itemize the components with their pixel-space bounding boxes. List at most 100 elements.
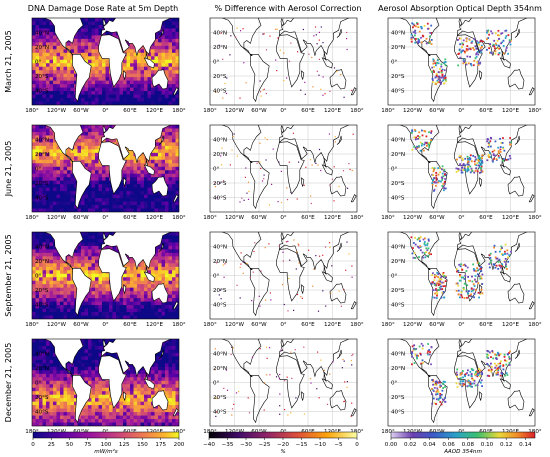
map-panel-r2-c1: 40°N 20°N 0° 20°S 40°S 180° 120°W 60°W 0° 60°E 120… — [25, 124, 186, 221]
colorbar-tick-label: 0.14 — [519, 442, 532, 448]
continent-3 — [72, 268, 92, 317]
continent-6 — [507, 283, 525, 304]
continent-10 — [123, 284, 127, 294]
continent-4 — [98, 248, 127, 302]
y-tick-label: 40°N — [213, 31, 227, 37]
continent-4 — [276, 34, 305, 88]
continent-4 — [276, 141, 305, 195]
y-tick-label: 40°N — [213, 245, 227, 251]
x-tick-label: 60°W — [251, 108, 267, 114]
x-tick-label: 120°E — [324, 108, 341, 114]
colorbar-2: −40 −35 −30 −25 −20 −15 −10 −5 0% — [203, 431, 359, 455]
map-panel-r4-c2: 40°N20°N0°20°S40°S180°120°W60°W0°60°E120… — [203, 338, 364, 435]
x-tick-label: 180° — [381, 215, 395, 221]
colorbar-tick-label: 150 — [137, 442, 148, 448]
continent-10 — [479, 70, 483, 80]
continent-10 — [123, 391, 127, 401]
colorbar-tick-label: −10 — [314, 442, 326, 448]
x-tick-label: 120°W — [403, 215, 422, 221]
x-tick-label: 180° — [350, 322, 364, 328]
continent-8 — [158, 242, 164, 252]
x-tick-label: 180° — [528, 322, 542, 328]
x-tick-label: 180° — [381, 429, 395, 435]
row-label-2: June 21, 2005 — [4, 141, 13, 198]
colorbar-tick-label: 0 — [31, 442, 35, 448]
x-tick-label: 180° — [172, 322, 186, 328]
x-tick-label: 120°E — [502, 108, 519, 114]
continent-6 — [151, 69, 169, 90]
row-label-4: December 21, 2005 — [4, 343, 13, 423]
continent-1 — [398, 339, 440, 377]
x-tick-label: 180° — [528, 215, 542, 221]
x-tick-label: 0° — [102, 215, 109, 221]
y-tick-label: 40°S — [213, 303, 227, 309]
panel-frame — [387, 338, 536, 427]
colorbar-tick-label: 50 — [66, 442, 74, 448]
colorbar-1: 0 25 50 75 100 125 150 175 200 mW/m²s — [31, 431, 185, 455]
continent-8 — [158, 135, 164, 145]
x-tick-label: 120°E — [502, 322, 519, 328]
continent-11 — [350, 408, 357, 417]
continent-7 — [143, 57, 155, 69]
y-tick-label: 0° — [213, 274, 220, 280]
x-tick-label: 120°W — [47, 215, 66, 221]
colorbar-tick-label: 0.04 — [423, 442, 436, 448]
continent-9 — [102, 125, 107, 133]
colorbar-tick-label: −15 — [296, 442, 308, 448]
continent-10 — [123, 70, 127, 80]
colorbar-tick-label: 0.06 — [442, 442, 455, 448]
continent-9 — [458, 232, 463, 240]
continent-1 — [42, 339, 84, 377]
x-tick-label: 0° — [458, 215, 465, 221]
x-tick-label: 60°W — [73, 215, 89, 221]
colorbar-tick-label: 0 — [355, 442, 359, 448]
x-tick-label: 120°W — [47, 108, 66, 114]
x-tick-label: 60°W — [73, 322, 89, 328]
panel-frame — [31, 338, 180, 427]
y-tick-label: 40°S — [35, 410, 49, 416]
continent-7 — [499, 164, 511, 176]
x-tick-label: 120°E — [146, 322, 163, 328]
colorbar-tick-label: 175 — [155, 442, 166, 448]
x-tick-label: 180° — [381, 108, 395, 114]
y-tick-label: 20°N — [391, 45, 405, 51]
continent-11 — [172, 194, 179, 203]
colorbar-tick-label: 0.02 — [404, 442, 416, 448]
continent-4 — [276, 248, 305, 302]
continent-6 — [329, 176, 347, 197]
continent-6 — [329, 283, 347, 304]
y-tick-label: 20°S — [213, 181, 227, 187]
y-tick-label: 0° — [391, 274, 398, 280]
continent-8 — [336, 242, 342, 252]
x-tick-label: 180° — [203, 108, 217, 114]
panel-frame — [31, 124, 180, 213]
x-tick-label: 120°E — [502, 215, 519, 221]
continent-9 — [280, 125, 285, 133]
continent-9 — [102, 18, 107, 26]
map-panel-r1-c2: 40°N 20°N 0° 20°S 40°S 180° 120°W 60°W 0° 60°E 120… — [203, 17, 364, 114]
continent-10 — [301, 70, 305, 80]
continent-4 — [276, 355, 305, 409]
x-tick-label: 120°W — [225, 322, 244, 328]
x-tick-label: 180° — [350, 215, 364, 221]
y-tick-label: 20°N — [35, 152, 49, 158]
continent-7 — [143, 378, 155, 390]
x-tick-label: 120°E — [324, 322, 341, 328]
y-tick-label: 40°N — [391, 245, 405, 251]
y-tick-label: 20°N — [35, 259, 49, 265]
continent-3 — [250, 268, 270, 317]
x-tick-label: 60°W — [251, 215, 267, 221]
map-panel-r3-c1: 40°N 20°N 0° 20°S 40°S 180° 120°W 60°W 0° 60°E 120… — [25, 231, 186, 328]
colorbar-tick-label: −20 — [277, 442, 289, 448]
continent-4 — [98, 141, 127, 195]
continent-3 — [72, 161, 92, 210]
continent-9 — [280, 339, 285, 347]
map-panel-r3-c2: 40°N 20°N 0° 20°S 40°S 180° 120°W 60°W 0° 60°E 120… — [203, 231, 364, 328]
continent-6 — [151, 283, 169, 304]
colorbar-tick-label: 0.10 — [481, 442, 494, 448]
x-tick-label: 60°E — [479, 215, 493, 221]
x-tick-label: 120°W — [225, 108, 244, 114]
x-tick-label: 180° — [25, 322, 39, 328]
y-tick-label: 0° — [213, 167, 220, 173]
continent-3 — [428, 54, 448, 103]
